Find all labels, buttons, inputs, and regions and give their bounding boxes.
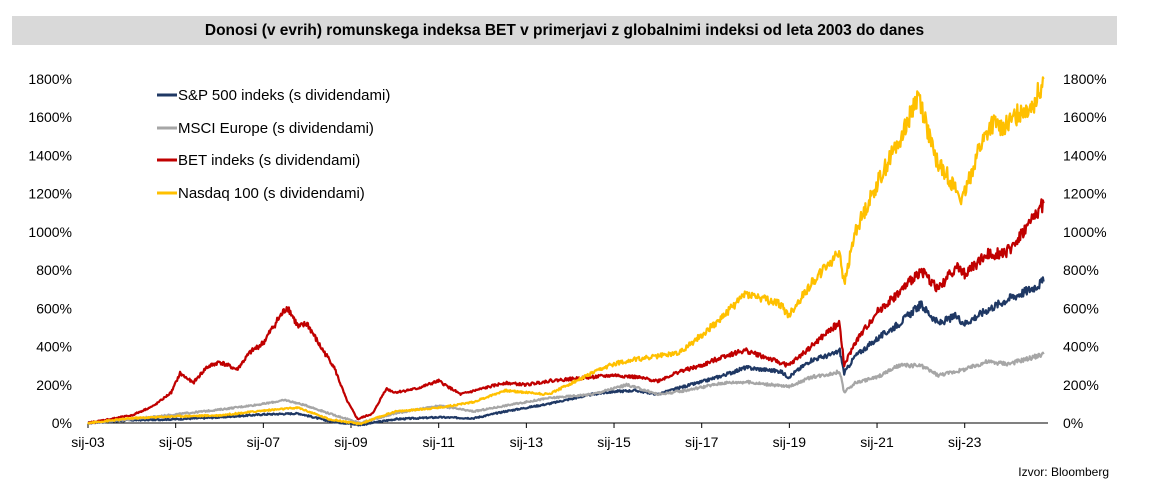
legend-label: MSCI Europe (s dividendami) (178, 120, 374, 137)
x-tick-label: sij-11 (422, 434, 455, 450)
chart-title-bar: Donosi (v evrih) romunskega indeksa BET … (12, 16, 1117, 45)
y-tick-label-left: 800% (36, 262, 72, 278)
y-tick-label-right: 1600% (1063, 109, 1107, 125)
y-tick-label-right: 1800% (1063, 71, 1107, 87)
y-tick-label-left: 600% (36, 300, 72, 316)
source-note: Izvor: Bloomberg (1018, 465, 1109, 479)
x-tick-label: sij-09 (334, 434, 368, 450)
x-tick-label: sij-21 (860, 434, 894, 450)
y-tick-label-right: 800% (1063, 262, 1099, 278)
legend-label: Nasdaq 100 (s dividendami) (178, 185, 365, 202)
chart-title: Donosi (v evrih) romunskega indeksa BET … (204, 21, 925, 39)
y-tick-label-right: 0% (1063, 415, 1083, 431)
sp500-series-line (87, 276, 1045, 427)
legend-label: S&P 500 indeks (s dividendami) (178, 87, 390, 104)
x-tick-label: sij-17 (685, 434, 719, 450)
bet-series-line (87, 198, 1045, 425)
y-tick-label-left: 1800% (28, 71, 72, 87)
msci-europe-series-line (87, 351, 1045, 425)
nasdaq100-series-line (87, 76, 1045, 426)
x-tick-label: sij-15 (597, 434, 631, 450)
y-tick-label-left: 1600% (28, 109, 72, 125)
y-tick-label-left: 0% (52, 415, 72, 431)
x-tick-label: sij-13 (510, 434, 544, 450)
y-tick-label-right: 1400% (1063, 147, 1107, 163)
y-tick-label-right: 400% (1063, 339, 1099, 355)
x-tick-label: sij-19 (773, 434, 807, 450)
x-tick-label: sij-03 (71, 434, 105, 450)
y-tick-label-left: 1200% (28, 186, 72, 202)
x-tick-label: sij-07 (247, 434, 281, 450)
y-tick-label-left: 400% (36, 339, 72, 355)
x-tick-label: sij-05 (159, 434, 193, 450)
y-tick-label-left: 1000% (28, 224, 72, 240)
legend-label: BET indeks (s dividendami) (178, 152, 360, 169)
y-tick-label-right: 200% (1063, 377, 1099, 393)
y-tick-label-right: 600% (1063, 300, 1099, 316)
y-tick-label-left: 1400% (28, 147, 72, 163)
y-tick-label-right: 1000% (1063, 224, 1107, 240)
y-tick-label-left: 200% (36, 377, 72, 393)
x-tick-label: sij-23 (948, 434, 982, 450)
y-tick-label-right: 1200% (1063, 186, 1107, 202)
